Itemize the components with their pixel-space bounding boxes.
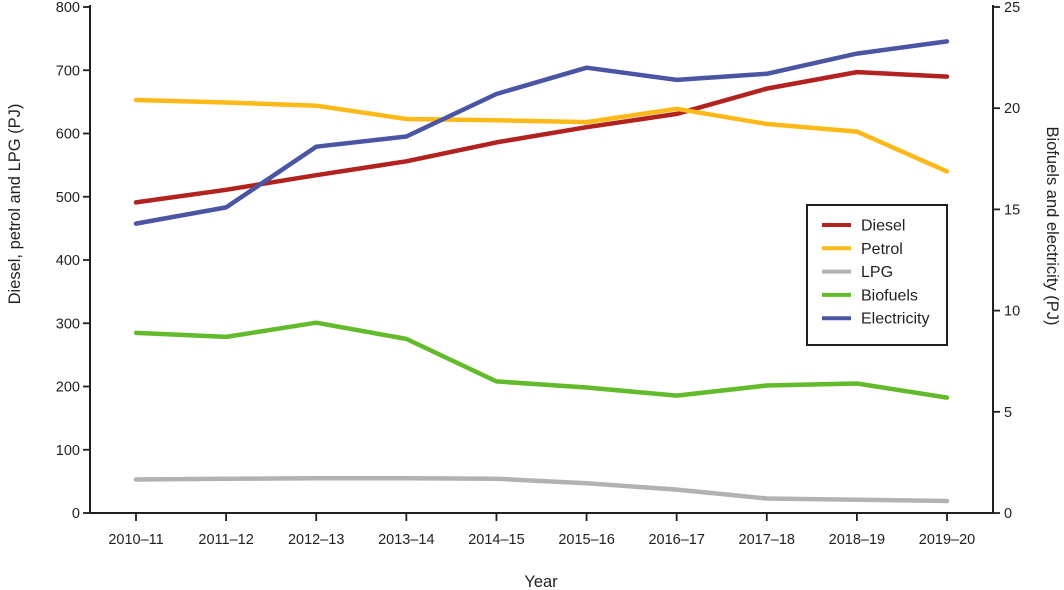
- x-tick-label: 2019–20: [919, 532, 975, 548]
- legend-item-biofuels: Biofuels: [822, 287, 918, 304]
- y-axis-right-title: Biofuels and electricity (PJ): [1043, 127, 1061, 326]
- x-tick-label: 2014–15: [468, 532, 524, 548]
- y-left-tick-label: 800: [56, 0, 80, 16]
- legend-item-electricity: Electricity: [822, 311, 929, 328]
- legend-item-petrol: Petrol: [822, 241, 903, 258]
- legend-box: [806, 204, 948, 346]
- x-tick-label: 2012–13: [288, 532, 344, 548]
- y-right-tick-label: 5: [1004, 405, 1012, 421]
- legend: Diesel Petrol LPG Biofuels Electricity: [806, 204, 948, 346]
- legend-item-diesel: Diesel: [822, 218, 905, 235]
- series-lines: [133, 39, 950, 504]
- y-right-tick-label: 15: [1004, 202, 1020, 218]
- x-tick-label: 2010–11: [108, 532, 163, 548]
- y-left-tick-label: 400: [56, 253, 80, 269]
- x-tick-label: 2018–19: [829, 532, 885, 548]
- x-tick-label: 2016–17: [648, 532, 704, 548]
- legend-label-biofuels: Biofuels: [861, 287, 918, 304]
- x-tick-label: 2015–16: [558, 532, 614, 548]
- series-line-lpg: [133, 475, 950, 504]
- tick-marks: [83, 6, 1000, 521]
- legend-label-petrol: Petrol: [861, 241, 903, 258]
- x-tick-label: 2013–14: [378, 532, 434, 548]
- y-right-tick-label: 10: [1004, 304, 1020, 320]
- y-axis-left-title: Diesel, petrol and LPG (PJ): [6, 104, 24, 305]
- series-line-diesel: [133, 69, 950, 205]
- y-left-tick-label: 0: [72, 506, 80, 522]
- legend-item-lpg: LPG: [822, 264, 893, 281]
- y-right-tick-label: 20: [1004, 101, 1020, 117]
- legend-label-electricity: Electricity: [861, 311, 929, 328]
- x-tick-label: 2011–12: [198, 532, 253, 548]
- series-line-electricity: [133, 39, 950, 226]
- y-left-tick-label: 600: [56, 127, 80, 143]
- x-tick-label: 2017–18: [739, 532, 795, 548]
- y-left-tick-label: 700: [56, 63, 80, 79]
- series-line-petrol: [133, 97, 950, 174]
- y-right-tick-label: 0: [1004, 506, 1012, 522]
- series-line-biofuels: [133, 320, 950, 400]
- x-axis-title: Year: [524, 573, 558, 590]
- tick-labels: 0 100 200 300 400 500 600 700 800 0 5 10 15 20 25 2010–…: [56, 0, 1020, 548]
- y-left-tick-label: 300: [56, 316, 80, 332]
- y-left-tick-label: 200: [56, 380, 80, 396]
- y-left-tick-label: 100: [56, 443, 80, 459]
- legend-label-diesel: Diesel: [861, 218, 905, 235]
- y-right-tick-label: 25: [1004, 0, 1020, 16]
- legend-label-lpg: LPG: [861, 264, 893, 281]
- y-left-tick-label: 500: [56, 190, 80, 206]
